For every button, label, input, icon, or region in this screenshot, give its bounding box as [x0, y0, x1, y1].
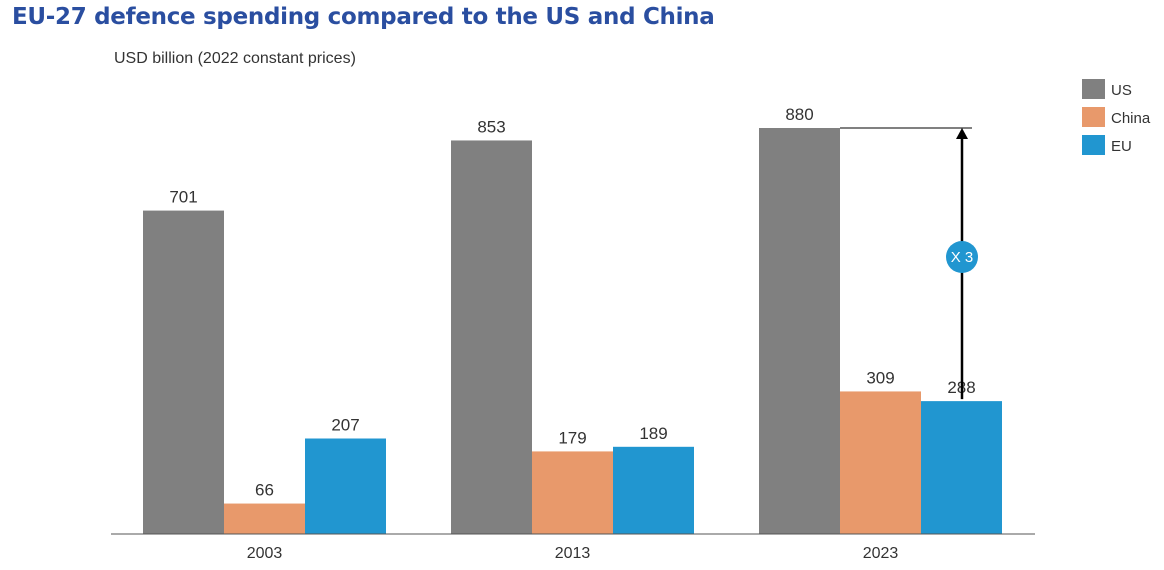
bar-eu-2023	[921, 401, 1002, 534]
bars-group	[143, 128, 1002, 534]
x-tick-labels-group: 2003 2013 2023	[247, 545, 899, 562]
value-label-china-2023: 309	[866, 368, 894, 387]
value-label-eu-2013: 189	[639, 424, 667, 443]
value-label-us-2023: 880	[785, 105, 813, 124]
bar-china-2023	[840, 391, 921, 534]
legend-swatch-us	[1082, 79, 1105, 99]
bar-us-2003	[143, 210, 224, 534]
legend-swatch-eu	[1082, 135, 1105, 155]
x-tick-2023: 2023	[863, 545, 899, 562]
bar-us-2013	[451, 140, 532, 534]
legend-label-us: US	[1111, 82, 1132, 99]
multiplier-badge	[946, 241, 978, 273]
bar-eu-2013	[613, 446, 694, 534]
multiplier-label: X 3	[951, 249, 974, 266]
bar-china-2013	[532, 451, 613, 534]
bar-eu-2003	[305, 438, 386, 534]
legend-label-china: China	[1111, 110, 1151, 127]
arrow-head-icon	[956, 128, 968, 139]
value-label-china-2013: 179	[558, 428, 586, 447]
legend-label-eu: EU	[1111, 138, 1132, 155]
legend-swatch-china	[1082, 107, 1105, 127]
bar-us-2023	[759, 128, 840, 534]
value-label-us-2003: 701	[169, 188, 197, 207]
value-label-eu-2003: 207	[331, 415, 359, 434]
value-label-china-2003: 66	[255, 481, 274, 500]
unit-label: USD billion (2022 constant prices)	[114, 50, 356, 67]
bar-china-2003	[224, 503, 305, 534]
value-labels-group: 70166207853179189880309288	[169, 105, 975, 500]
x-tick-2003: 2003	[247, 545, 283, 562]
legend: US China EU	[1082, 79, 1151, 155]
value-label-us-2013: 853	[477, 117, 505, 136]
x-tick-2013: 2013	[555, 545, 591, 562]
chart-title: EU-27 defence spending compared to the U…	[12, 4, 715, 30]
multiplier-annotation: X 3	[840, 127, 978, 400]
